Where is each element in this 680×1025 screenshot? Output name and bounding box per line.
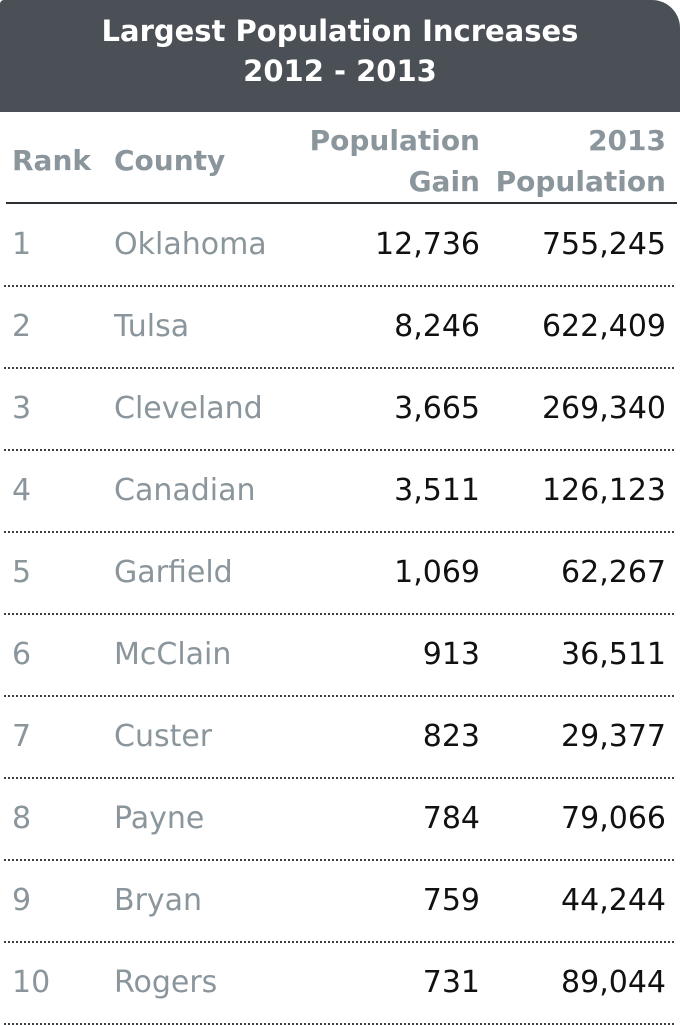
title-line-main: Largest Population Increases [101, 14, 579, 48]
table-title: Largest Population Increases 2012 - 2013 [0, 0, 680, 112]
table-row: 2 Tulsa 8,246 622,409 [0, 287, 680, 369]
table-body: 1 Oklahoma 12,736 755,245 2 Tulsa 8,246 622,409… [0, 205, 680, 1025]
table-row: 5 Garfield 1,069 62,267 [0, 533, 680, 615]
cell-rank: 1 [12, 227, 32, 262]
cell-population-gain: 3,511 [394, 473, 480, 508]
header-population-gain: Population Gain [310, 120, 480, 202]
table-row: 10 Rogers 731 89,044 [0, 943, 680, 1025]
table-header: Rank County Population Gain 2013 Populat… [0, 112, 680, 204]
cell-population-gain: 731 [422, 965, 480, 1000]
cell-county: Cleveland [114, 391, 263, 426]
cell-rank: 4 [12, 473, 32, 508]
cell-rank: 8 [12, 801, 32, 836]
cell-rank: 10 [12, 965, 51, 1000]
header-county-label: County [114, 144, 226, 177]
table-row: 6 McClain 913 36,511 [0, 615, 680, 697]
header-pop-line-2: Population [495, 165, 666, 198]
cell-rank: 2 [12, 309, 32, 344]
cell-rank: 7 [12, 719, 32, 754]
cell-population-gain: 784 [422, 801, 480, 836]
table-row: 3 Cleveland 3,665 269,340 [0, 369, 680, 451]
cell-2013-population: 622,409 [541, 309, 666, 344]
header-gain-line-2: Gain [408, 165, 480, 198]
cell-county: Custer [114, 719, 213, 754]
cell-2013-population: 89,044 [561, 965, 666, 1000]
table-row: 1 Oklahoma 12,736 755,245 [0, 205, 680, 287]
cell-population-gain: 913 [422, 637, 480, 672]
cell-rank: 5 [12, 555, 32, 590]
cell-2013-population: 79,066 [561, 801, 666, 836]
cell-2013-population: 36,511 [561, 637, 666, 672]
cell-county: Tulsa [114, 309, 190, 344]
cell-population-gain: 8,246 [394, 309, 480, 344]
table-row: 9 Bryan 759 44,244 [0, 861, 680, 943]
title-line-years: 2012 - 2013 [243, 54, 437, 88]
cell-2013-population: 29,377 [561, 719, 666, 754]
cell-2013-population: 126,123 [541, 473, 666, 508]
cell-county: McClain [114, 637, 232, 672]
header-2013-population: 2013 Population [496, 120, 666, 202]
header-rank-label: Rank [12, 144, 92, 177]
cell-population-gain: 823 [422, 719, 480, 754]
cell-population-gain: 759 [422, 883, 480, 918]
cell-rank: 3 [12, 391, 32, 426]
cell-2013-population: 44,244 [561, 883, 666, 918]
cell-rank: 9 [12, 883, 32, 918]
cell-county: Oklahoma [114, 227, 267, 262]
table-row: 8 Payne 784 79,066 [0, 779, 680, 861]
cell-county: Payne [114, 801, 205, 836]
cell-population-gain: 1,069 [394, 555, 480, 590]
header-rank: Rank [12, 140, 91, 181]
cell-2013-population: 755,245 [541, 227, 666, 262]
header-divider [6, 202, 677, 204]
cell-2013-population: 62,267 [561, 555, 666, 590]
table-row: 7 Custer 823 29,377 [0, 697, 680, 779]
cell-county: Rogers [114, 965, 218, 1000]
cell-rank: 6 [12, 637, 32, 672]
table-row: 4 Canadian 3,511 126,123 [0, 451, 680, 533]
header-county: County [114, 140, 225, 181]
cell-population-gain: 12,736 [375, 227, 480, 262]
cell-county: Canadian [114, 473, 256, 508]
cell-county: Bryan [114, 883, 203, 918]
cell-2013-population: 269,340 [541, 391, 666, 426]
header-pop-line-1: 2013 [588, 124, 666, 157]
cell-county: Garfield [114, 555, 233, 590]
header-gain-line-1: Population [309, 124, 480, 157]
cell-population-gain: 3,665 [394, 391, 480, 426]
